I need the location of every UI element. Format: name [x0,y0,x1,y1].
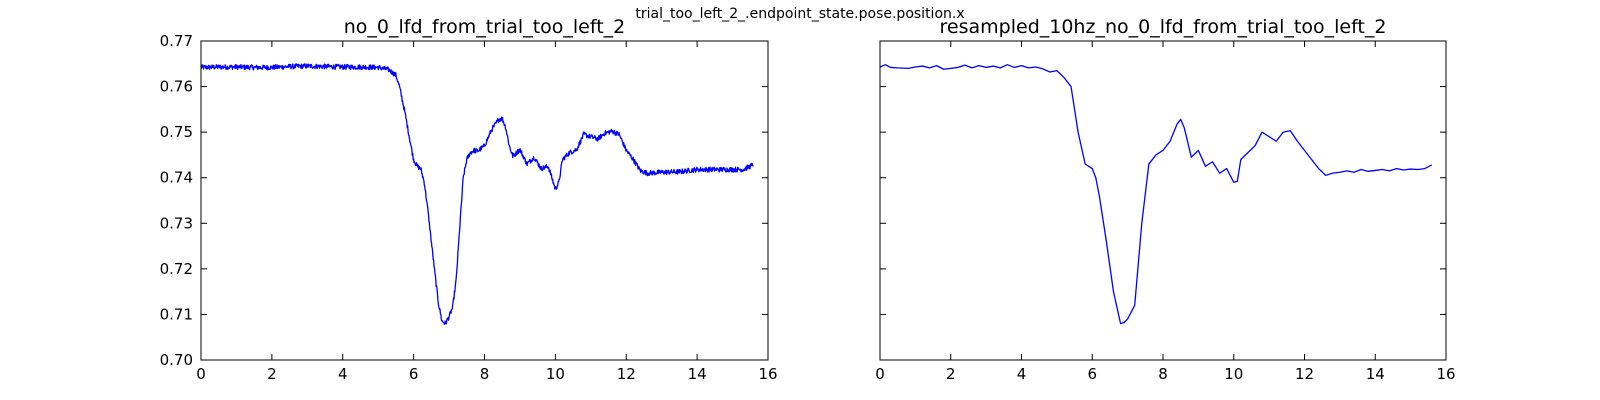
series-line [879,64,1433,325]
x-tick-label: 12 [617,365,636,383]
x-tick-label: 6 [1087,365,1097,383]
x-tick-label: 8 [480,365,490,383]
axes-title: no_0_lfd_from_trial_too_left_2 [344,16,626,38]
x-tick-label: 2 [267,365,277,383]
y-tick-label: 0.77 [160,32,193,50]
x-tick-label: 10 [546,365,565,383]
x-tick-label: 16 [758,365,777,383]
x-tick-label: 6 [409,365,419,383]
x-tick-label: 16 [1436,365,1455,383]
x-tick-label: 10 [1224,365,1243,383]
y-tick-label: 0.76 [160,78,193,96]
plot-panel-right: resampled_10hz_no_0_lfd_from_trial_too_l… [875,16,1455,383]
y-tick-label: 0.73 [160,214,193,232]
y-tick-label: 0.70 [160,351,193,369]
x-tick-label: 2 [946,365,956,383]
x-tick-label: 0 [196,365,206,383]
y-tick-label: 0.71 [160,305,193,323]
y-tick-label: 0.72 [160,260,193,278]
axes-frame [879,40,1447,361]
y-tick-label: 0.75 [160,123,193,141]
series-line [200,63,754,325]
x-tick-label: 0 [875,365,885,383]
figure-suptitle: trial_too_left_2_.endpoint_state.pose.po… [635,6,965,22]
x-tick-label: 14 [688,365,707,383]
x-tick-label: 8 [1158,365,1168,383]
axes-frame [200,40,769,361]
y-tick-label: 0.74 [160,169,193,187]
axes-title: resampled_10hz_no_0_lfd_from_trial_too_l… [940,16,1387,38]
plot-panel-left: no_0_lfd_from_trial_too_left_2 0 2 4 6 8 10 12 1… [160,16,778,383]
x-tick-label: 4 [1017,365,1027,383]
x-tick-label: 14 [1366,365,1385,383]
x-tick-label: 12 [1295,365,1314,383]
x-tick-label: 4 [338,365,348,383]
